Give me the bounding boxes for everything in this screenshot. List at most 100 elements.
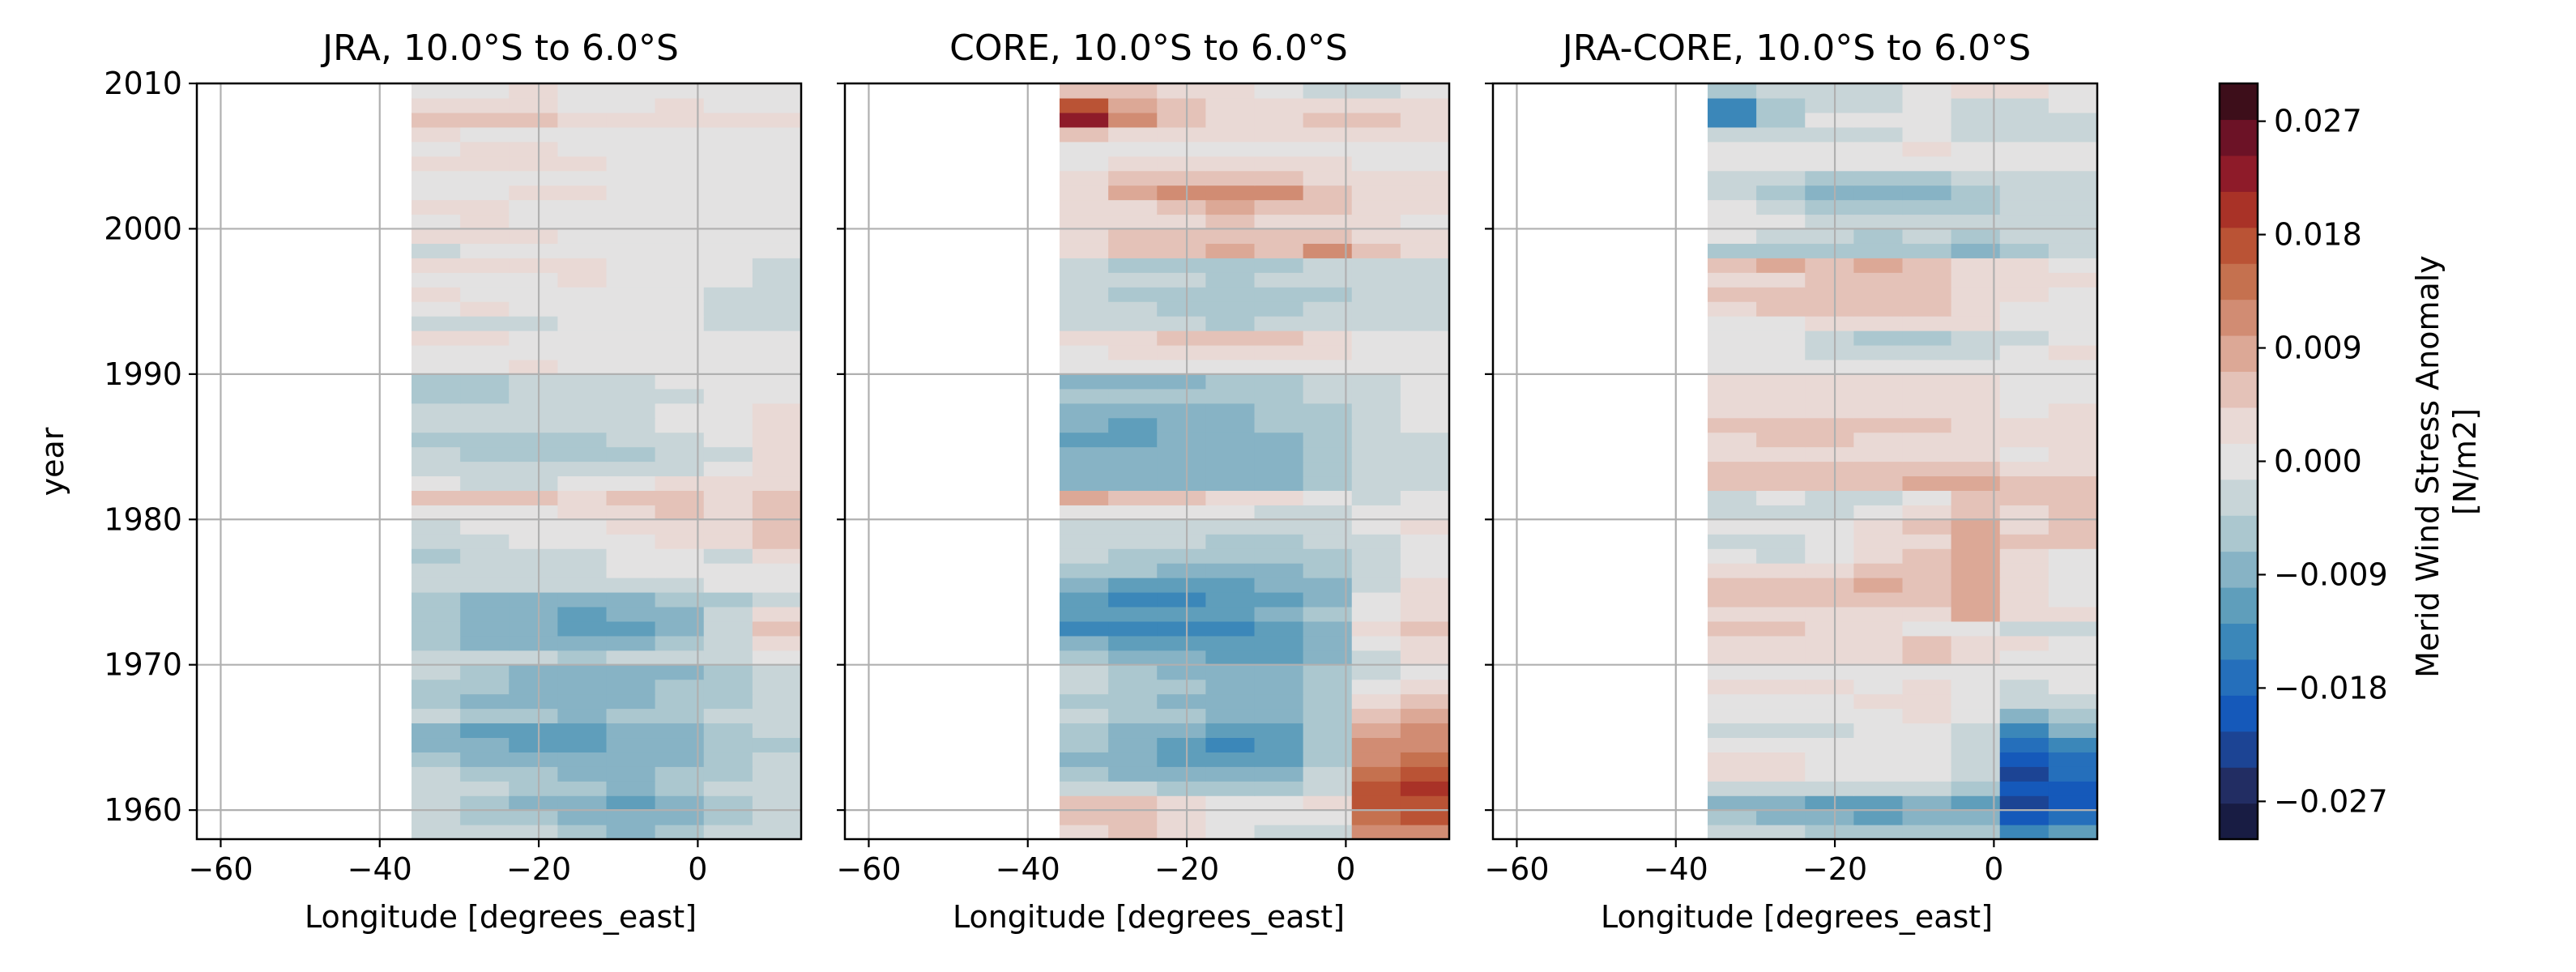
heatmap-cell bbox=[1157, 446, 1206, 463]
heatmap-cell bbox=[1999, 156, 2049, 172]
heatmap-cell bbox=[1254, 606, 1304, 622]
heatmap-cell bbox=[460, 301, 510, 317]
heatmap-cell bbox=[509, 635, 558, 651]
heatmap-cell bbox=[655, 519, 705, 535]
heatmap-cell bbox=[412, 475, 461, 491]
heatmap-cell bbox=[1400, 534, 1450, 549]
heatmap-cell bbox=[703, 330, 753, 346]
heatmap-cell bbox=[2048, 635, 2098, 651]
heatmap-cell bbox=[1853, 112, 1904, 128]
heatmap-cell bbox=[703, 141, 753, 157]
heatmap-cell bbox=[1999, 723, 2049, 739]
heatmap-cell bbox=[2048, 620, 2098, 637]
heatmap-cell bbox=[752, 606, 802, 622]
heatmap-cell bbox=[509, 708, 558, 724]
heatmap-cell bbox=[1254, 170, 1304, 186]
heatmap-cell bbox=[412, 781, 461, 796]
heatmap-cell bbox=[1999, 664, 2049, 680]
heatmap-cell bbox=[1400, 781, 1450, 796]
heatmap-cell bbox=[412, 650, 461, 666]
heatmap-cell bbox=[557, 199, 608, 215]
heatmap-cell bbox=[1108, 373, 1158, 390]
heatmap-cell bbox=[460, 287, 510, 302]
heatmap-cell bbox=[2048, 272, 2098, 288]
heatmap-cell bbox=[1400, 650, 1450, 666]
heatmap-cell bbox=[655, 505, 705, 520]
heatmap-cell bbox=[752, 97, 802, 113]
colorbar-swatch bbox=[2220, 119, 2258, 156]
heatmap-cell bbox=[1805, 563, 1854, 578]
heatmap-cell bbox=[1951, 664, 2001, 680]
x-tick-label: −60 bbox=[1484, 851, 1549, 887]
heatmap-cell bbox=[1708, 112, 1757, 128]
colorbar-swatch bbox=[2220, 731, 2258, 768]
heatmap-cell bbox=[703, 723, 753, 739]
heatmap-cell bbox=[1999, 825, 2049, 840]
heatmap-cell bbox=[1205, 708, 1256, 724]
heatmap-cell bbox=[1108, 650, 1158, 666]
heatmap-cell bbox=[1351, 228, 1401, 244]
heatmap-cell bbox=[752, 316, 802, 331]
heatmap-cell bbox=[1254, 272, 1304, 288]
heatmap-cell bbox=[752, 810, 802, 825]
heatmap-cell bbox=[1400, 810, 1450, 825]
heatmap-cell bbox=[1060, 185, 1109, 201]
heatmap-cell bbox=[460, 214, 510, 230]
heatmap-cell bbox=[1060, 301, 1109, 317]
heatmap-cell bbox=[1060, 243, 1109, 258]
heatmap-cell bbox=[509, 359, 558, 375]
heatmap-cell bbox=[1303, 781, 1353, 796]
heatmap-cell bbox=[1902, 373, 1952, 390]
heatmap-cell bbox=[1853, 359, 1904, 375]
heatmap-cell bbox=[1805, 301, 1854, 317]
heatmap-cell bbox=[606, 795, 656, 811]
heatmap-cell bbox=[1756, 446, 1806, 463]
heatmap-cell bbox=[1951, 519, 2001, 535]
heatmap-cell bbox=[1805, 693, 1854, 710]
heatmap-cell bbox=[1853, 519, 1904, 535]
heatmap-cell bbox=[1303, 723, 1353, 739]
heatmap-cell bbox=[1351, 446, 1401, 463]
heatmap-cell bbox=[1999, 650, 2049, 666]
heatmap-cell bbox=[1108, 83, 1158, 99]
heatmap-cell bbox=[412, 170, 461, 186]
heatmap-cell bbox=[1205, 287, 1256, 302]
heatmap-cell bbox=[752, 432, 802, 448]
heatmap-cell bbox=[655, 795, 705, 811]
heatmap-cell bbox=[1108, 446, 1158, 463]
colorbar-swatch bbox=[2220, 227, 2258, 264]
heatmap-cell bbox=[1351, 825, 1401, 840]
heatmap-cell bbox=[703, 795, 753, 811]
heatmap-cell bbox=[460, 417, 510, 433]
heatmap-cell bbox=[1853, 344, 1904, 360]
heatmap-cell bbox=[1951, 620, 2001, 637]
heatmap-cell bbox=[1254, 199, 1304, 215]
heatmap-cell bbox=[1902, 344, 1952, 360]
heatmap-cell bbox=[703, 810, 753, 825]
heatmap-cell bbox=[1060, 156, 1109, 172]
heatmap-cell bbox=[1108, 344, 1158, 360]
heatmap-cell bbox=[1108, 156, 1158, 172]
heatmap-cell bbox=[1902, 359, 1952, 375]
heatmap-cell bbox=[1205, 214, 1256, 230]
colorbar-swatch bbox=[2220, 335, 2258, 373]
heatmap-cell bbox=[1951, 432, 2001, 448]
heatmap-cell bbox=[1999, 519, 2049, 535]
heatmap-cell bbox=[1254, 781, 1304, 796]
heatmap-cell bbox=[1853, 170, 1904, 186]
heatmap-cell bbox=[655, 199, 705, 215]
heatmap-cell bbox=[1108, 228, 1158, 244]
heatmap-cell bbox=[1060, 170, 1109, 186]
heatmap-cell bbox=[1060, 664, 1109, 680]
heatmap-cell bbox=[1951, 693, 2001, 710]
heatmap-cell bbox=[752, 83, 802, 99]
heatmap-cell bbox=[1902, 693, 1952, 710]
heatmap-cell bbox=[655, 156, 705, 172]
heatmap-cell bbox=[557, 752, 608, 767]
heatmap-cell bbox=[1157, 287, 1206, 302]
heatmap-cell bbox=[1060, 199, 1109, 215]
heatmap-cell bbox=[1303, 490, 1353, 505]
heatmap-cell bbox=[1708, 534, 1757, 549]
heatmap-cell bbox=[606, 141, 656, 157]
heatmap-cell bbox=[1805, 795, 1854, 811]
